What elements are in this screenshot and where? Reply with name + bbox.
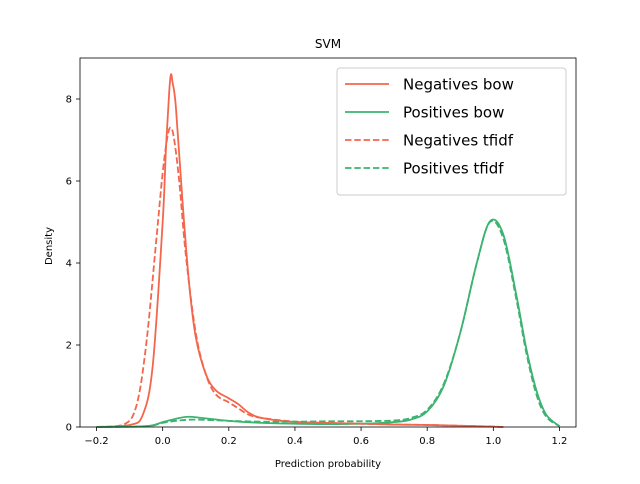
x-tick-label: 0.6 xyxy=(353,436,369,447)
legend-label-0: Negatives bow xyxy=(403,76,514,94)
y-tick-label: 4 xyxy=(66,259,72,270)
x-tick-label: 1.0 xyxy=(485,436,501,447)
series-line-3 xyxy=(96,220,560,428)
series-layer xyxy=(96,73,561,428)
legend-label-1: Positives bow xyxy=(403,104,504,122)
legend-label-3: Positives tfidf xyxy=(403,160,504,178)
x-tick-label: 0.2 xyxy=(221,436,237,447)
y-tick-label: 6 xyxy=(66,177,72,188)
y-axis-label: Density xyxy=(44,227,55,265)
x-tick-label: −0.2 xyxy=(84,436,108,447)
y-tick-label: 0 xyxy=(66,423,72,434)
y-axis: 0 2 4 6 8 xyxy=(66,95,80,434)
legend-box xyxy=(336,67,567,196)
x-tick-label: 1.2 xyxy=(552,436,568,447)
x-tick-label: 0.0 xyxy=(155,436,171,447)
x-axis: −0.2 0.0 0.2 0.4 0.6 0.8 1.0 1.2 xyxy=(84,427,567,447)
x-tick-label: 0.8 xyxy=(419,436,435,447)
axes-frame xyxy=(79,57,577,428)
x-tick-label: 0.4 xyxy=(287,436,303,447)
y-tick-label: 2 xyxy=(66,341,72,352)
y-tick-label: 8 xyxy=(66,95,72,106)
legend: Negatives bow Positives bow Negatives tfid… xyxy=(336,67,567,196)
x-axis-label: Prediction probability xyxy=(275,459,381,470)
series-line-2 xyxy=(96,126,504,428)
chart-title: SVM xyxy=(315,37,341,51)
legend-label-2: Negatives tfidf xyxy=(403,132,514,150)
plot-area xyxy=(79,57,577,428)
